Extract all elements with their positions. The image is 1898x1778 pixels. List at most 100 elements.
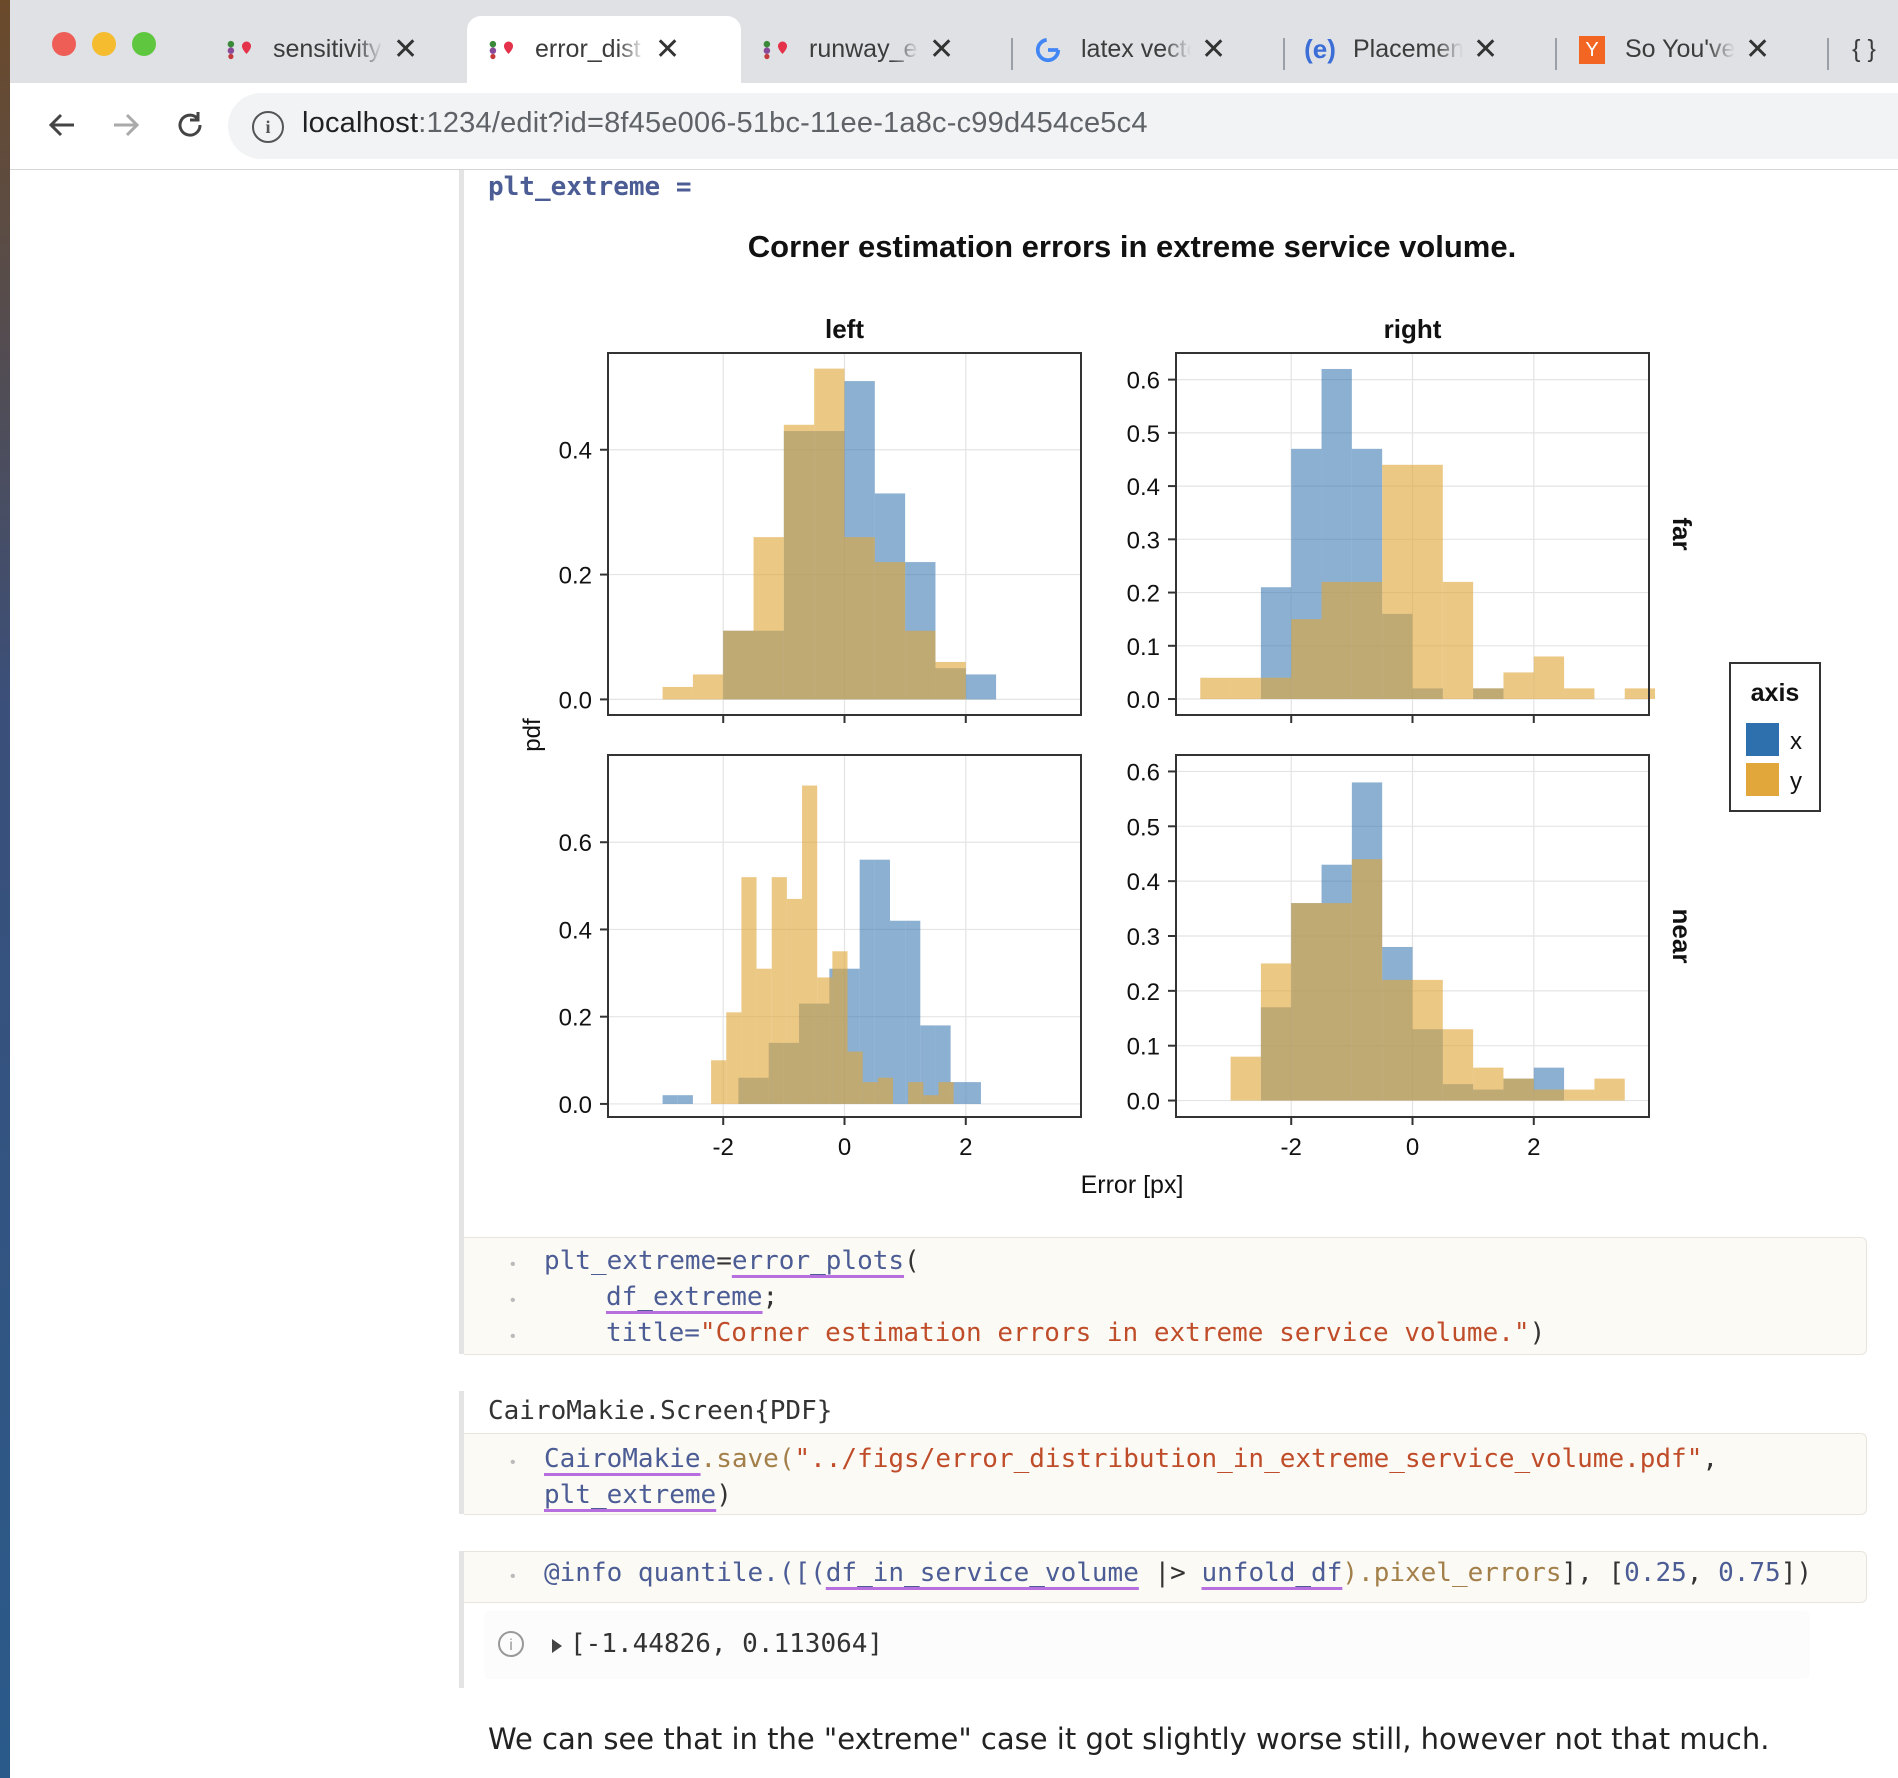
tab-4[interactable]: (e) Placement o ✕: [1285, 16, 1557, 83]
y-tick-label: 0.5: [1127, 814, 1160, 841]
x-tick-label: 0: [1406, 1134, 1419, 1161]
legend-label-y: y: [1790, 768, 1802, 795]
histogram-bar-y: [1442, 581, 1474, 700]
zoom-window-button[interactable]: [132, 32, 156, 56]
code-token: .save(: [700, 1444, 795, 1474]
histogram-bar-y: [1230, 1056, 1261, 1101]
minimize-window-button[interactable]: [92, 32, 116, 56]
histogram-bar-x: [874, 859, 890, 1104]
histogram-bar-y: [938, 1082, 954, 1104]
line-dot: •: [510, 1292, 516, 1309]
code-token: 0.25: [1624, 1558, 1687, 1588]
histogram-bar-y: [756, 968, 772, 1104]
y-tick-label: 0.6: [559, 830, 592, 857]
log-value[interactable]: [-1.44826, 0.113064]: [570, 1629, 884, 1659]
histogram-bar-y: [1473, 688, 1504, 700]
tab-label: So You've De: [1625, 35, 1735, 63]
histogram-bar-y: [923, 1095, 939, 1104]
histogram-bar-y: [662, 686, 693, 700]
legend-title: axis: [1751, 679, 1800, 707]
e-icon: (e): [1304, 34, 1336, 64]
histogram-bar-y: [802, 785, 818, 1104]
code-line: @info quantile.([(df_in_service_volume |…: [544, 1558, 1812, 1588]
y-tick-label: 0.4: [1127, 474, 1160, 501]
pluto-icon: [227, 37, 253, 63]
close-tab-icon[interactable]: ✕: [393, 33, 419, 66]
close-tab-icon[interactable]: ✕: [655, 33, 681, 66]
histogram-bar-y: [832, 951, 848, 1104]
tab-0[interactable]: sensitivity ✕: [205, 16, 467, 83]
expand-triangle-icon[interactable]: [550, 1637, 564, 1655]
histogram-bar-y: [1382, 464, 1413, 700]
y-tick-label: 0.5: [1127, 421, 1160, 448]
histogram-bar-y: [1564, 688, 1595, 700]
url-path: :1234/edit?id=8f45e006-51bc-11ee-1a8c-c9…: [418, 107, 1148, 139]
code-token: plt_extreme: [544, 1480, 717, 1510]
cell-bar: [459, 1551, 464, 1688]
code-token: |>: [1138, 1558, 1202, 1588]
histogram-bar-x: [965, 674, 997, 700]
y-tick-label: 0.0: [1127, 687, 1160, 714]
back-button[interactable]: [40, 103, 84, 147]
forward-button[interactable]: [104, 103, 148, 147]
histogram-bar-y: [1291, 619, 1322, 700]
reload-button[interactable]: [168, 103, 212, 147]
y-tick-label: 0.2: [1127, 979, 1160, 1006]
tab-separator: [1827, 38, 1829, 70]
close-tab-icon[interactable]: ✕: [1201, 33, 1227, 66]
y-tick-label: 0.2: [559, 1005, 592, 1032]
close-tab-icon[interactable]: ✕: [929, 33, 955, 66]
panel-left-far: 0.0 0.2 0.4: [559, 352, 1082, 723]
log-output: i [-1.44826, 0.113064]: [484, 1611, 1810, 1679]
markdown-paragraph: We can see that in the "extreme" case it…: [488, 1722, 1770, 1756]
code-token: df_in_service_volume: [825, 1558, 1139, 1588]
tab-6[interactable]: { }: [1829, 16, 1889, 83]
histogram-bar-y: [862, 1082, 878, 1104]
code-line: plt_extreme): [544, 1480, 732, 1510]
row-header-near: near: [1667, 909, 1697, 964]
info-icon: i: [498, 1631, 524, 1657]
code-cell-2[interactable]: • CairoMakie.save("../figs/error_distrib…: [464, 1433, 1867, 1515]
tab-separator: [1011, 38, 1013, 70]
svg-text:i: i: [509, 1637, 513, 1654]
code-token: @info: [544, 1558, 623, 1588]
site-info-icon[interactable]: i: [252, 111, 284, 143]
histogram-bar-x: [920, 1025, 936, 1104]
code-cell-3[interactable]: • @info quantile.([(df_in_service_volume…: [464, 1551, 1867, 1603]
histogram-bar-y: [771, 877, 787, 1104]
code-token: quantile.([(: [622, 1558, 826, 1588]
close-tab-icon[interactable]: ✕: [1745, 33, 1771, 66]
histogram-bar-y: [908, 1082, 924, 1104]
back-arrow-icon: [48, 113, 74, 137]
code-token: "../figs/error_distribution_in_extreme_s…: [794, 1444, 1703, 1474]
close-tab-icon[interactable]: ✕: [1473, 33, 1499, 66]
histogram-bar-y: [1351, 581, 1383, 700]
tab-3[interactable]: latex vector ✕: [1013, 16, 1285, 83]
line-dot: •: [510, 1454, 516, 1471]
histogram-bar-y: [1321, 581, 1352, 700]
histogram-bar-y: [1230, 677, 1261, 700]
tab-5[interactable]: Y So You've De ✕: [1557, 16, 1829, 83]
code-line: CairoMakie.save("../figs/error_distribut…: [544, 1444, 1718, 1474]
y-tick-label: 0.4: [559, 917, 592, 944]
code-line: plt_extreme=error_plots(: [544, 1246, 920, 1276]
histogram-bar-y: [935, 661, 966, 700]
y-tick-label: 0.3: [1127, 527, 1160, 554]
histogram-bar-y: [1473, 1067, 1504, 1101]
cell-bar: [459, 170, 464, 1354]
address-bar[interactable]: i localhost:1234/edit?id=8f45e006-51bc-1…: [228, 93, 1898, 159]
code-cell-1[interactable]: • • • plt_extreme=error_plots( df_extrem…: [464, 1237, 1867, 1355]
tab-2[interactable]: runway_e ✕: [741, 16, 1013, 83]
histogram-bar-y: [741, 877, 757, 1104]
line-dot: •: [510, 1328, 516, 1345]
histogram-bar-y: [1351, 859, 1383, 1101]
code-token: "Corner estimation errors in extreme ser…: [699, 1318, 1530, 1348]
url-text[interactable]: localhost:1234/edit?id=8f45e006-51bc-11e…: [302, 107, 1148, 140]
close-window-button[interactable]: [52, 32, 76, 56]
tab-1[interactable]: error_dist ✕: [467, 16, 741, 83]
code-token: CairoMakie: [544, 1444, 701, 1474]
y-tick-label: 0.4: [1127, 869, 1160, 896]
tab-separator: [1283, 38, 1285, 70]
desktop-strip: [0, 0, 10, 1778]
reload-icon: [178, 112, 202, 137]
